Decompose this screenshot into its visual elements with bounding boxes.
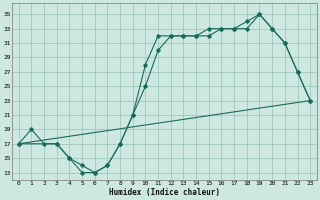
X-axis label: Humidex (Indice chaleur): Humidex (Indice chaleur)	[109, 188, 220, 197]
